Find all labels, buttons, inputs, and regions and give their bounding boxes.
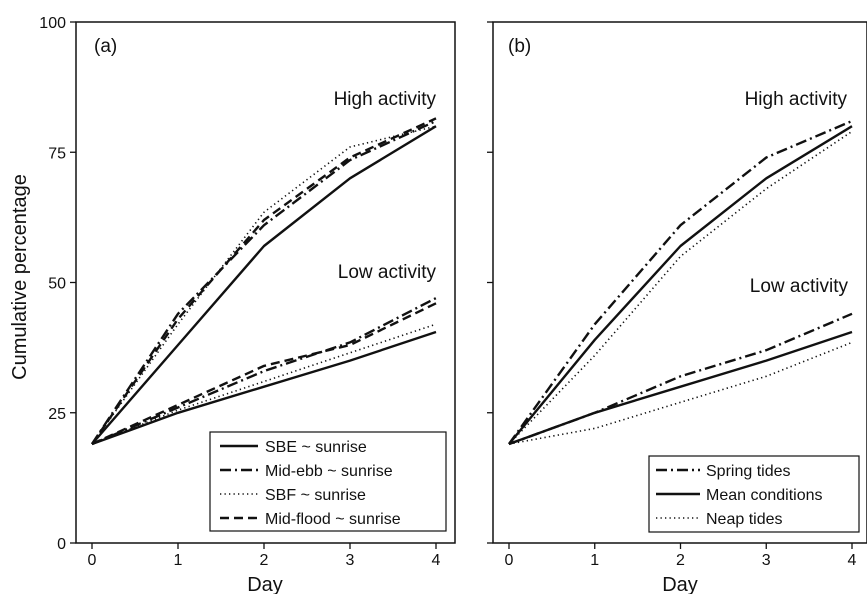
series-line-high-activity bbox=[90, 119, 437, 445]
legend-label: Neap tides bbox=[706, 511, 783, 528]
axis-ticks: 0 1 2 3 4 0 25 50 75 100 bbox=[39, 15, 440, 569]
x-tick-label: 3 bbox=[346, 552, 355, 569]
series-line-high-activity bbox=[91, 117, 437, 445]
series-line-high-activity bbox=[508, 119, 853, 445]
legend-label: Spring tides bbox=[706, 463, 791, 480]
series-line-high-activity bbox=[91, 125, 437, 445]
x-tick-label: 1 bbox=[590, 552, 599, 569]
series-lines bbox=[90, 117, 437, 446]
x-tick-label: 0 bbox=[505, 552, 514, 569]
y-tick-label: 75 bbox=[48, 145, 66, 162]
annotation-low-activity: Low activity bbox=[338, 262, 437, 283]
y-tick-label: 0 bbox=[57, 536, 66, 553]
x-tick-label: 4 bbox=[432, 552, 441, 569]
x-tick-label: 3 bbox=[762, 552, 771, 569]
series-line-low-activity bbox=[508, 341, 853, 445]
y-tick-label: 50 bbox=[48, 276, 66, 293]
panel-a: 0 1 2 3 4 0 25 50 75 100 (a) High activity Low ac… bbox=[39, 15, 456, 594]
legend: SBE ~ sunrise Mid-ebb ~ sunrise SBF ~ sunr… bbox=[209, 431, 447, 532]
annotation-low-activity: Low activity bbox=[750, 276, 849, 297]
x-tick-label: 2 bbox=[260, 552, 269, 569]
annotation-high-activity: High activity bbox=[745, 89, 848, 110]
x-tick-label: 2 bbox=[676, 552, 685, 569]
series-line-high-activity bbox=[508, 125, 853, 445]
legend-label: SBF ~ sunrise bbox=[265, 487, 366, 504]
legend-label: Mid-flood ~ sunrise bbox=[265, 511, 401, 528]
series-line-high-activity bbox=[508, 130, 853, 445]
y-tick-label: 25 bbox=[48, 406, 66, 423]
x-axis-title: Day bbox=[662, 574, 698, 594]
x-tick-label: 0 bbox=[88, 552, 97, 569]
series-line-low-activity bbox=[508, 330, 853, 446]
legend-label: Mean conditions bbox=[706, 487, 823, 504]
legend-label: SBE ~ sunrise bbox=[265, 439, 367, 456]
series-line-low-activity bbox=[91, 302, 437, 446]
y-tick-label: 100 bbox=[39, 15, 66, 32]
x-tick-label: 1 bbox=[174, 552, 183, 569]
x-tick-label: 4 bbox=[848, 552, 857, 569]
series-line-low-activity bbox=[91, 297, 437, 446]
annotation-high-activity: High activity bbox=[334, 89, 437, 110]
legend: Spring tides Mean conditions Neap tides bbox=[648, 455, 860, 533]
panel-label: (b) bbox=[508, 36, 531, 57]
legend-label: Mid-ebb ~ sunrise bbox=[265, 463, 393, 480]
series-lines bbox=[508, 119, 853, 446]
series-line-high-activity bbox=[91, 125, 437, 445]
series-line-low-activity bbox=[91, 330, 437, 446]
x-axis-title: Day bbox=[247, 574, 283, 594]
axis-ticks: 0 1 2 3 4 bbox=[487, 21, 857, 569]
panel-b: 0 1 2 3 4 (b) High activity Low activity Day… bbox=[487, 21, 867, 594]
series-line-low-activity bbox=[508, 312, 853, 446]
y-axis-title: Cumulative percentage bbox=[9, 174, 31, 380]
panel-label: (a) bbox=[94, 36, 117, 57]
legend-box bbox=[209, 431, 447, 532]
